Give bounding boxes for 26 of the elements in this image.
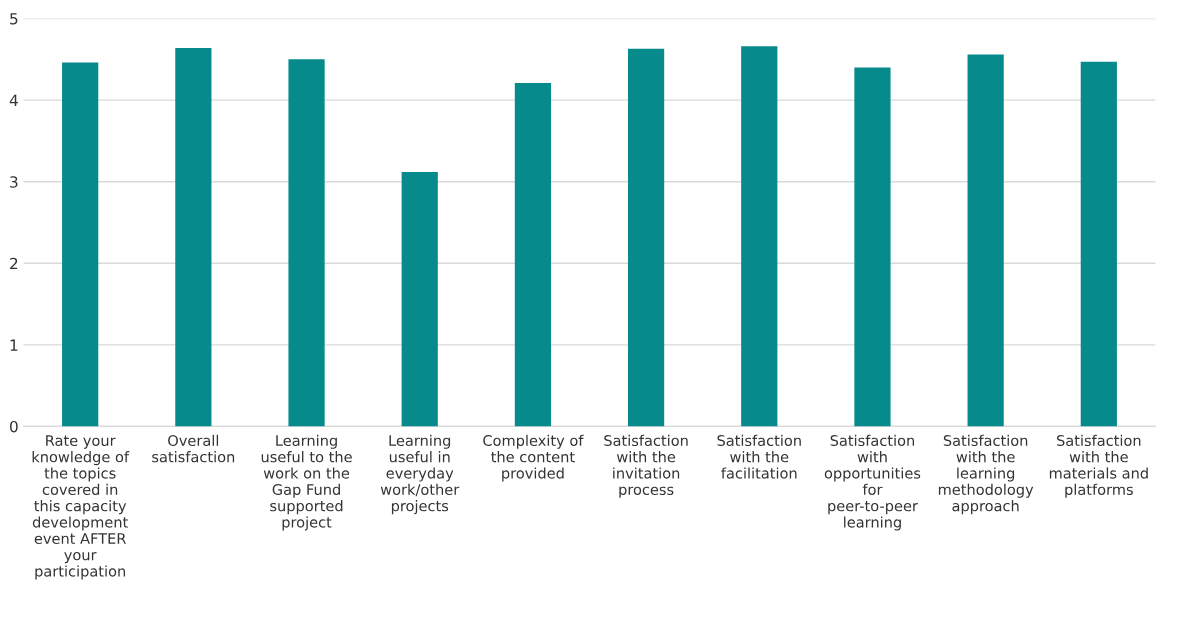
bar — [1080, 61, 1117, 427]
x-tick-label: Satisfaction with opportunities for peer-to-peer learning — [824, 434, 921, 531]
bar — [854, 67, 891, 427]
category-label: Rate your knowledge of the topics covered in this capacity development event AFTER your participation — [32, 435, 130, 580]
y-tick-label: 0 — [10, 420, 18, 433]
bar — [62, 62, 99, 427]
y-tick-label: 2 — [10, 257, 18, 270]
x-tick-label: Learning useful in everyday work/other projects — [380, 434, 460, 515]
bar — [175, 47, 212, 427]
x-tick-label: Satisfaction with the facilitation — [717, 434, 801, 479]
bar — [967, 54, 1004, 427]
y-tick-label: 5 — [10, 13, 18, 25]
x-tick-label: Complexity of the content provided — [483, 434, 584, 482]
bar — [401, 171, 438, 427]
x-tick-label: Learning useful to the work on the Gap Fund supported project — [261, 434, 352, 531]
bar — [627, 48, 665, 427]
x-tick-label: Overall satisfaction — [152, 434, 235, 463]
y-tick-label: 1 — [10, 339, 18, 351]
bar — [741, 46, 778, 427]
y-tick-label: 3 — [10, 176, 18, 188]
bar — [514, 82, 552, 427]
x-tick-label: Satisfaction with the invitation process — [604, 434, 688, 498]
bar — [288, 59, 325, 427]
x-tick-label: Satisfaction with the materials and platforms — [1049, 434, 1148, 498]
x-tick-label: Satisfaction with the learning methodology approach — [938, 434, 1034, 515]
y-tick-label: 4 — [9, 94, 18, 106]
